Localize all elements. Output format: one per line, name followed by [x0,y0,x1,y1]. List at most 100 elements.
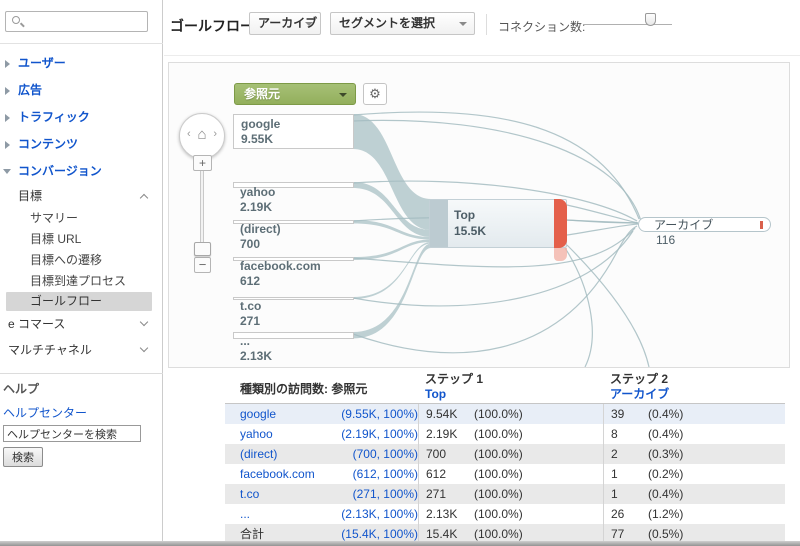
segment-select-dropdown[interactable]: セグメントを選択 [330,12,475,35]
sidebar-item-multichannel[interactable]: マルチチャネル [0,337,163,363]
sidebar-item-reverse-goal-path[interactable]: 目標への遷移 [30,253,103,267]
node-top[interactable]: Top 15.5K [429,199,567,248]
node-other[interactable] [233,332,354,339]
step1-node-link[interactable]: Top [425,387,447,401]
sidebar-item-advertising[interactable]: 広告 [0,77,163,104]
step1-pct: (100.0%) [474,427,523,441]
step2-node-link[interactable]: アーカイブ [610,387,670,401]
zoom-out-button[interactable]: − [194,257,211,273]
table-row[interactable]: ... (2.13K, 100%) 2.13K (100.0%) 26 (1.2%) [225,504,785,524]
flow-links [352,111,650,367]
source-link[interactable]: (direct) [240,447,278,461]
pan-left-icon[interactable]: ‹ [187,128,191,140]
node-other-label: ... 2.13K [240,334,272,364]
table-row[interactable]: (direct) (700, 100%) 700 (100.0%) 2 (0.3%) [225,444,785,464]
step2-pct: (0.2%) [648,467,684,481]
sidebar-item-traffic[interactable]: トラフィック [0,104,163,131]
node-label: (direct) [240,222,281,236]
node-archive[interactable]: アーカイブ [638,217,771,232]
node-value: 612 [240,274,261,288]
goal-select-dropdown[interactable]: アーカイブ [249,12,321,35]
chevron-right-icon [5,141,10,149]
node-tco[interactable] [233,297,354,300]
step2-count: 8 [611,427,618,441]
node-top-label: Top 15.5K [454,207,486,239]
node-value: 2.13K [240,349,273,363]
table-row[interactable]: yahoo (2.19K, 100%) 2.19K (100.0%) 8 (0.4%… [225,424,785,444]
sidebar-item-overview[interactable]: サマリー [30,211,79,225]
help-title: ヘルプ [3,382,40,396]
step2-count: 1 [611,467,618,481]
help-section: ヘルプ ヘルプセンター 検索 [0,373,163,467]
zoom-in-button[interactable]: + [193,155,212,171]
step1-count: 15.4K [426,527,458,541]
source-link[interactable]: ... [240,507,251,521]
node-direct[interactable] [233,220,354,224]
search-icon [12,16,20,24]
home-icon[interactable]: ⌂ [197,126,207,143]
node-yahoo[interactable] [233,182,354,188]
step1-pct: (100.0%) [474,447,523,461]
dimension-select-dropdown[interactable]: 参照元 [234,83,356,105]
visits-value: (9.55K, 100%) [341,407,418,421]
expand-icon [139,317,149,327]
table-row[interactable]: t.co (271, 100%) 271 (100.0%) 1 (0.4%) [225,484,785,504]
source-link[interactable]: facebook.com [240,467,315,481]
sidebar-item-content[interactable]: コンテンツ [0,131,163,158]
step1-count: 9.54K [426,407,458,421]
sidebar-item-label: 広告 [18,83,43,97]
zoom-slider-handle[interactable] [194,242,211,256]
source-link[interactable]: google [240,407,277,421]
help-center-link[interactable]: ヘルプセンター [3,406,88,420]
segment-select-value: セグメントを選択 [339,16,436,30]
node-top-cap [430,200,448,247]
sidebar-item-label: コンテンツ [18,137,79,151]
sidebar-item-goal-flow-selected[interactable]: ゴールフロー [6,292,152,311]
dropoff-tail [554,248,567,261]
table-row[interactable]: google (9.55K, 100%) 9.54K (100.0%) 39 (0.… [225,404,785,424]
sidebar-item-conversions[interactable]: コンバージョン [0,158,163,185]
pan-control[interactable]: ‹ ⌂ › [179,113,225,159]
help-search-input[interactable] [3,425,141,442]
node-label: ... [240,334,251,348]
source-link[interactable]: yahoo [240,427,273,441]
zoom-slider-track[interactable] [200,171,204,251]
node-facebook-label: facebook.com 612 [240,259,321,289]
step2-count: 77 [611,527,625,541]
connections-slider-handle[interactable] [645,13,656,26]
node-facebook[interactable] [233,257,354,261]
step1-pct: (100.0%) [474,487,523,501]
topbar-divider [486,14,487,35]
dropoff-indicator[interactable] [554,199,567,248]
table-row[interactable]: facebook.com (612, 100%) 612 (100.0%) 1 (0… [225,464,785,484]
node-label: google [241,117,281,131]
goal-select-value: アーカイブ [258,16,318,30]
step1-pct: (100.0%) [474,467,523,481]
node-label: yahoo [240,185,276,199]
visits-value: (2.13K, 100%) [341,507,418,521]
source-link[interactable]: t.co [240,487,260,501]
node-tco-label: t.co 271 [240,299,261,329]
help-search-button[interactable]: 検索 [3,447,43,467]
settings-button[interactable]: ⚙ [363,83,387,105]
dropoff-tick [760,221,763,229]
col-step2-header: ステップ 2 アーカイブ [610,372,669,402]
sidebar-item-label: ユーザー [18,56,66,70]
node-direct-label: (direct) 700 [240,222,281,252]
step2-pct: (0.4%) [648,427,684,441]
node-google[interactable]: google 9.55K [233,114,354,149]
pan-right-icon[interactable]: › [213,128,217,140]
connections-slider-track[interactable] [584,24,672,25]
visits-value: (15.4K, 100%) [341,527,418,541]
table-header: 種類別の訪問数: 参照元 ステップ 1 Top ステップ 2 アーカイブ [225,371,785,404]
sidebar-item-funnel-visualization[interactable]: 目標到達プロセス [30,274,127,288]
sidebar-search-input[interactable] [5,11,148,32]
step2-count: 26 [611,507,625,521]
step1-pct: (100.0%) [474,527,523,541]
table-row-total: 合計 (15.4K, 100%) 15.4K (100.0%) 77 (0.5%) [225,524,785,544]
sidebar-item-goals[interactable]: 目標 [0,185,163,208]
sidebar-item-audience[interactable]: ユーザー [0,50,163,77]
sidebar-item-ecommerce[interactable]: e コマース [0,311,163,337]
col-source-header: 種類別の訪問数: 参照元 [240,382,368,396]
sidebar-item-goal-urls[interactable]: 目標 URL [30,232,82,246]
